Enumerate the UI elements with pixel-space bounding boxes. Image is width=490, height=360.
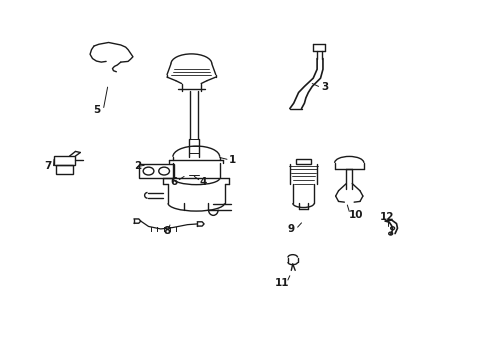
Text: 11: 11: [275, 278, 289, 288]
Text: 8: 8: [164, 226, 171, 236]
Text: 2: 2: [134, 161, 142, 171]
Text: 4: 4: [200, 177, 207, 187]
Text: 3: 3: [322, 82, 329, 92]
Text: 6: 6: [171, 177, 178, 187]
Text: 5: 5: [93, 105, 100, 115]
Text: 9: 9: [288, 224, 295, 234]
Text: 7: 7: [44, 161, 51, 171]
Text: 10: 10: [348, 210, 363, 220]
Text: 1: 1: [229, 156, 237, 165]
Text: 12: 12: [380, 212, 394, 222]
